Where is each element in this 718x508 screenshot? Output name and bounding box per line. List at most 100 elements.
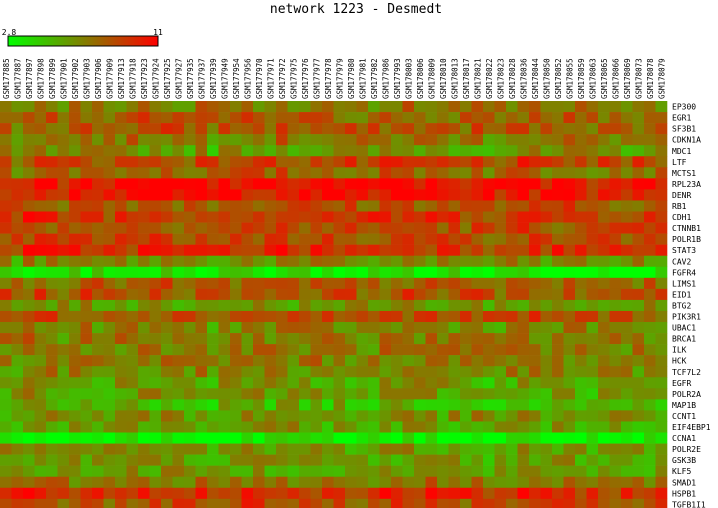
heatmap-cell — [529, 465, 541, 477]
heatmap-cell — [529, 299, 541, 312]
heatmap-cell — [172, 498, 185, 508]
heatmap-cell — [218, 299, 231, 312]
row-label: POLR2E — [672, 445, 701, 454]
heatmap-cell — [218, 310, 231, 323]
heatmap-cell — [172, 211, 185, 223]
heatmap-cell — [161, 443, 173, 455]
heatmap-cell — [368, 333, 380, 345]
heatmap-cell — [586, 189, 599, 201]
heatmap-cell — [460, 377, 472, 389]
heatmap-cell — [506, 112, 518, 124]
heatmap-cell — [460, 443, 472, 455]
column-label: GSM177993 — [393, 58, 402, 99]
heatmap-cell — [11, 310, 24, 323]
heatmap-cell — [34, 134, 47, 146]
heatmap-cell — [414, 487, 426, 500]
heatmap-cell — [483, 156, 495, 168]
column-label: GSM177902 — [71, 58, 80, 99]
heatmap-cell — [195, 388, 208, 400]
heatmap-cell — [540, 200, 553, 212]
heatmap-cell — [563, 255, 576, 268]
heatmap-cell — [299, 421, 311, 433]
heatmap-cell — [517, 377, 530, 389]
heatmap-cell — [448, 399, 461, 411]
heatmap-cell — [149, 266, 162, 279]
heatmap-cell — [391, 178, 403, 190]
heatmap-cell — [69, 388, 81, 400]
heatmap-cell — [368, 299, 380, 312]
heatmap-cell — [448, 255, 461, 268]
heatmap-cell — [494, 310, 507, 323]
heatmap-cell — [207, 476, 219, 489]
heatmap-cell — [149, 333, 162, 345]
heatmap-cell — [299, 167, 311, 179]
heatmap-cell — [563, 167, 576, 179]
heatmap-cell — [138, 299, 150, 312]
heatmap-cell — [241, 355, 254, 367]
column-label: GSM177972 — [278, 58, 287, 99]
heatmap-cell — [230, 322, 242, 334]
heatmap-cell — [391, 322, 403, 334]
row-label: TCF7L2 — [672, 368, 701, 377]
heatmap-cell — [586, 145, 599, 157]
heatmap-cell — [391, 498, 403, 508]
heatmap-cell — [379, 123, 392, 135]
heatmap-cell — [448, 101, 461, 113]
heatmap-cell — [0, 244, 12, 256]
heatmap-cell — [529, 178, 541, 190]
heatmap-cell — [540, 432, 553, 444]
heatmap-cell — [517, 222, 530, 234]
heatmap-cell — [345, 189, 357, 201]
heatmap-cell — [437, 178, 449, 190]
heatmap-cell — [356, 178, 369, 190]
heatmap-cell — [115, 366, 127, 378]
heatmap-cell — [23, 156, 35, 168]
heatmap-cell — [414, 233, 426, 245]
heatmap-cell — [506, 200, 518, 212]
heatmap-cell — [80, 399, 93, 411]
heatmap-cell — [69, 465, 81, 477]
heatmap-cell — [115, 167, 127, 179]
column-label: GSM178059 — [577, 58, 586, 99]
heatmap-cell — [195, 322, 208, 334]
heatmap-cell — [34, 211, 47, 223]
heatmap-cell — [276, 355, 288, 367]
heatmap-cell — [598, 156, 610, 168]
heatmap-cell — [632, 145, 645, 157]
heatmap-cell — [368, 421, 380, 433]
heatmap-cell — [11, 366, 24, 378]
heatmap-cell — [0, 233, 12, 245]
heatmap-cell — [494, 189, 507, 201]
column-label: GSM177979 — [335, 58, 344, 99]
heatmap-cell — [218, 244, 231, 256]
heatmap-cell — [517, 344, 530, 356]
heatmap-cell — [23, 310, 35, 323]
heatmap-cell — [471, 454, 484, 466]
heatmap-cell — [471, 134, 484, 146]
heatmap-cell — [575, 366, 587, 378]
heatmap-cell — [391, 355, 403, 367]
heatmap-cell — [264, 266, 277, 279]
heatmap-cell — [241, 244, 254, 256]
heatmap-cell — [80, 288, 93, 301]
heatmap-cell — [425, 101, 438, 113]
heatmap-cell — [356, 277, 369, 290]
heatmap-cell — [425, 421, 438, 433]
heatmap-cell — [483, 399, 495, 411]
heatmap-cell — [575, 156, 587, 168]
heatmap-cell — [80, 277, 93, 290]
heatmap-cell — [356, 101, 369, 113]
heatmap-cell — [126, 333, 139, 345]
heatmap-cell — [621, 421, 633, 433]
heatmap-cell — [517, 101, 530, 113]
row-label: GSK3B — [672, 456, 696, 465]
heatmap-cell — [69, 498, 81, 508]
heatmap-cell — [46, 255, 58, 268]
column-label: GSM177977 — [312, 58, 321, 99]
column-label: GSM178022 — [485, 58, 494, 99]
heatmap-cell — [598, 266, 610, 279]
heatmap-cell — [264, 498, 277, 508]
heatmap-cell — [552, 255, 564, 268]
heatmap-cell — [322, 421, 334, 433]
heatmap-cell — [644, 167, 656, 179]
